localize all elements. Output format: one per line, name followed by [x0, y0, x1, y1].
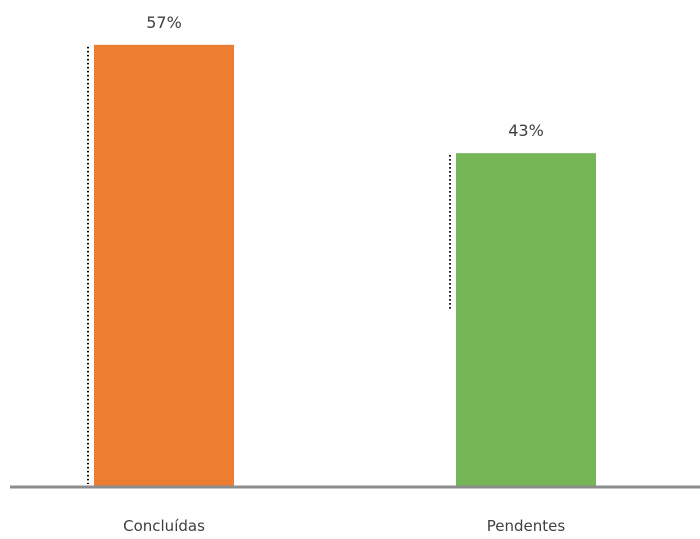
bar-1 — [94, 44, 234, 486]
labels-group: 57% Concluídas 43% Pendentes — [123, 13, 565, 535]
data-label-1: 57% — [146, 13, 182, 32]
bars-group — [87, 44, 596, 486]
category-label-1: Concluídas — [123, 517, 205, 535]
bar-2 — [456, 153, 596, 486]
category-label-2: Pendentes — [487, 517, 566, 535]
data-label-2: 43% — [508, 121, 544, 140]
